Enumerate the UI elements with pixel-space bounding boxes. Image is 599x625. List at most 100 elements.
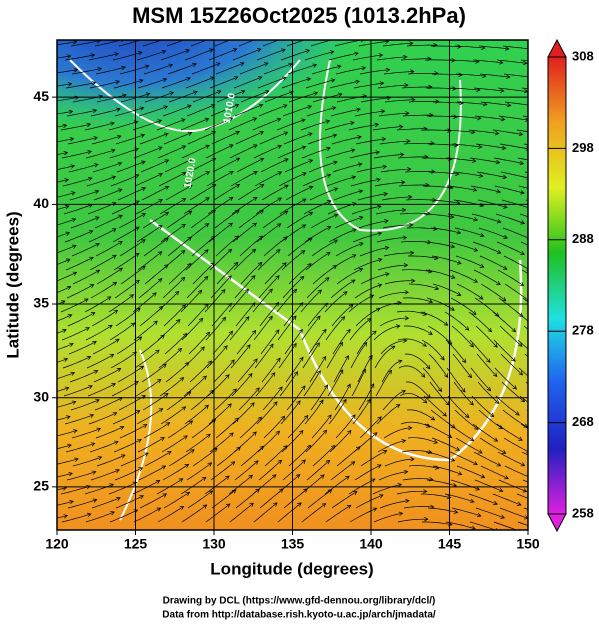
- streamline-arrow: [69, 342, 74, 347]
- colorbar: [547, 56, 567, 515]
- streamline: [332, 329, 351, 355]
- streamlines: [57, 40, 528, 530]
- streamline-arrow: [86, 512, 92, 518]
- streamline-arrow: [233, 76, 239, 81]
- streamline: [61, 513, 92, 523]
- streamline: [138, 465, 166, 481]
- streamline-arrow: [278, 386, 283, 391]
- streamline: [206, 345, 228, 369]
- streamline-arrow: [235, 183, 241, 188]
- streamline-arrow: [469, 342, 474, 348]
- streamline-arrow: [181, 171, 187, 176]
- streamline: [349, 151, 380, 159]
- streamline-arrow: [248, 373, 253, 378]
- streamline-arrow: [372, 507, 378, 512]
- streamline: [263, 63, 293, 75]
- streamline: [65, 443, 95, 453]
- streamline: [377, 440, 406, 453]
- streamline: [137, 437, 165, 453]
- x-tick-label: 120: [45, 536, 69, 552]
- streamline-arrow: [113, 309, 119, 315]
- streamline-arrow: [353, 491, 358, 496]
- streamline: [255, 197, 282, 215]
- streamline: [110, 351, 137, 369]
- streamline: [468, 129, 499, 135]
- streamline-arrow: [498, 424, 504, 430]
- streamline-arrow: [506, 74, 511, 79]
- streamline: [472, 241, 501, 254]
- streamline: [517, 521, 528, 527]
- streamline: [232, 402, 255, 425]
- streamline: [141, 363, 167, 383]
- streamline: [72, 269, 100, 285]
- streamline: [180, 290, 202, 313]
- streamline-arrow: [327, 489, 333, 494]
- isobar: [319, 59, 462, 232]
- streamline: [211, 302, 232, 327]
- streamline: [450, 479, 480, 491]
- streamline-arrow: [324, 277, 330, 282]
- streamline: [521, 87, 528, 90]
- streamline: [209, 76, 239, 89]
- streamline-arrow: [327, 414, 332, 419]
- streamline: [282, 276, 305, 299]
- streamline: [384, 458, 415, 467]
- streamline: [455, 437, 483, 454]
- streamline-arrow: [141, 160, 146, 165]
- streamline-arrow: [277, 197, 282, 202]
- streamline: [522, 297, 528, 303]
- streamline: [91, 135, 122, 145]
- streamline-arrow: [433, 439, 438, 444]
- streamline: [57, 500, 74, 506]
- streamline: [67, 499, 97, 509]
- streamline: [302, 342, 320, 369]
- streamline: [91, 310, 118, 327]
- streamline: [311, 239, 338, 257]
- streamline-arrow: [374, 122, 380, 128]
- streamline-arrow: [297, 502, 302, 507]
- streamline: [357, 193, 388, 201]
- streamline-arrow: [157, 251, 163, 256]
- streamline-arrow: [403, 262, 409, 268]
- streamline: [331, 304, 354, 327]
- streamline-arrow: [72, 40, 78, 45]
- streamline-arrow: [480, 474, 486, 479]
- streamline-arrow: [429, 112, 434, 118]
- streamline-arrow: [473, 461, 478, 466]
- streamline-arrow: [338, 341, 344, 347]
- streamline-arrow: [249, 502, 254, 507]
- streamline: [326, 342, 343, 369]
- streamline: [166, 40, 185, 47]
- streamline: [425, 269, 456, 279]
- streamline: [398, 184, 430, 187]
- streamline-arrow: [496, 462, 502, 467]
- streamline-arrow: [232, 388, 237, 393]
- streamline-arrow: [139, 106, 145, 111]
- streamline: [427, 325, 452, 345]
- streamline: [304, 226, 331, 243]
- streamline-arrow: [379, 494, 384, 499]
- streamline: [504, 101, 528, 106]
- streamline-arrow: [478, 173, 484, 178]
- streamline-arrow: [372, 330, 377, 335]
- streamline: [228, 117, 257, 131]
- streamline-arrow: [301, 145, 307, 150]
- streamline-arrow: [232, 48, 238, 53]
- streamline: [283, 133, 313, 145]
- streamline-arrow: [157, 119, 163, 124]
- streamline: [475, 325, 498, 348]
- streamline-arrow: [464, 413, 470, 418]
- streamline-arrow: [308, 237, 313, 242]
- streamline-arrow: [153, 320, 158, 325]
- streamline: [521, 451, 528, 456]
- streamline-arrow: [486, 358, 491, 363]
- streamline: [325, 316, 345, 341]
- streamline: [496, 59, 527, 64]
- streamline: [399, 212, 431, 215]
- streamline-arrow: [380, 109, 386, 114]
- streamline: [330, 279, 356, 299]
- streamline: [183, 197, 210, 215]
- streamline-arrow: [516, 501, 522, 506]
- streamline: [328, 228, 357, 243]
- streamline: [134, 349, 160, 369]
